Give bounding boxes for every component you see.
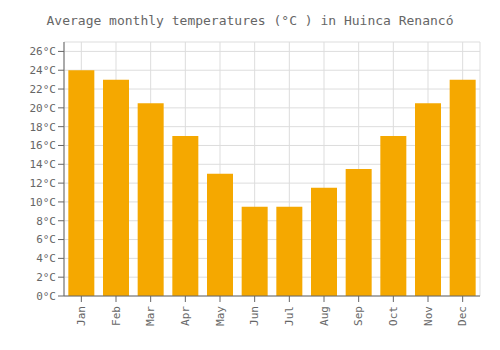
svg-text:14°C: 14°C xyxy=(30,158,57,171)
svg-text:Nov: Nov xyxy=(422,306,435,326)
svg-text:20°C: 20°C xyxy=(30,102,57,115)
svg-text:16°C: 16°C xyxy=(30,139,57,152)
svg-text:Oct: Oct xyxy=(387,306,400,326)
svg-text:24°C: 24°C xyxy=(30,64,57,77)
svg-text:18°C: 18°C xyxy=(30,121,57,134)
svg-text:Jun: Jun xyxy=(248,306,261,326)
svg-text:Sep: Sep xyxy=(352,306,365,326)
svg-text:Mar: Mar xyxy=(144,306,157,326)
svg-text:26°C: 26°C xyxy=(30,45,57,58)
svg-text:22°C: 22°C xyxy=(30,83,57,96)
svg-text:Apr: Apr xyxy=(179,306,192,326)
svg-text:2°C: 2°C xyxy=(36,271,56,284)
svg-text:12°C: 12°C xyxy=(30,177,57,190)
svg-text:Dec: Dec xyxy=(456,306,469,326)
html-text:Average monthly temperatures (: Average monthly temperatures (°C ) in Hu… xyxy=(46,13,454,28)
svg-text:10°C: 10°C xyxy=(30,196,57,209)
svg-text:May: May xyxy=(214,306,227,326)
svg-text:Aug: Aug xyxy=(318,306,331,326)
svg-text:8°C: 8°C xyxy=(36,215,56,228)
svg-text:0°C: 0°C xyxy=(36,290,56,303)
svg-text:Feb: Feb xyxy=(110,306,123,326)
svg-text:4°C: 4°C xyxy=(36,252,56,265)
svg-text:Jan: Jan xyxy=(75,306,88,326)
svg-text:Jul: Jul xyxy=(283,306,296,326)
svg-text:6°C: 6°C xyxy=(36,233,56,246)
